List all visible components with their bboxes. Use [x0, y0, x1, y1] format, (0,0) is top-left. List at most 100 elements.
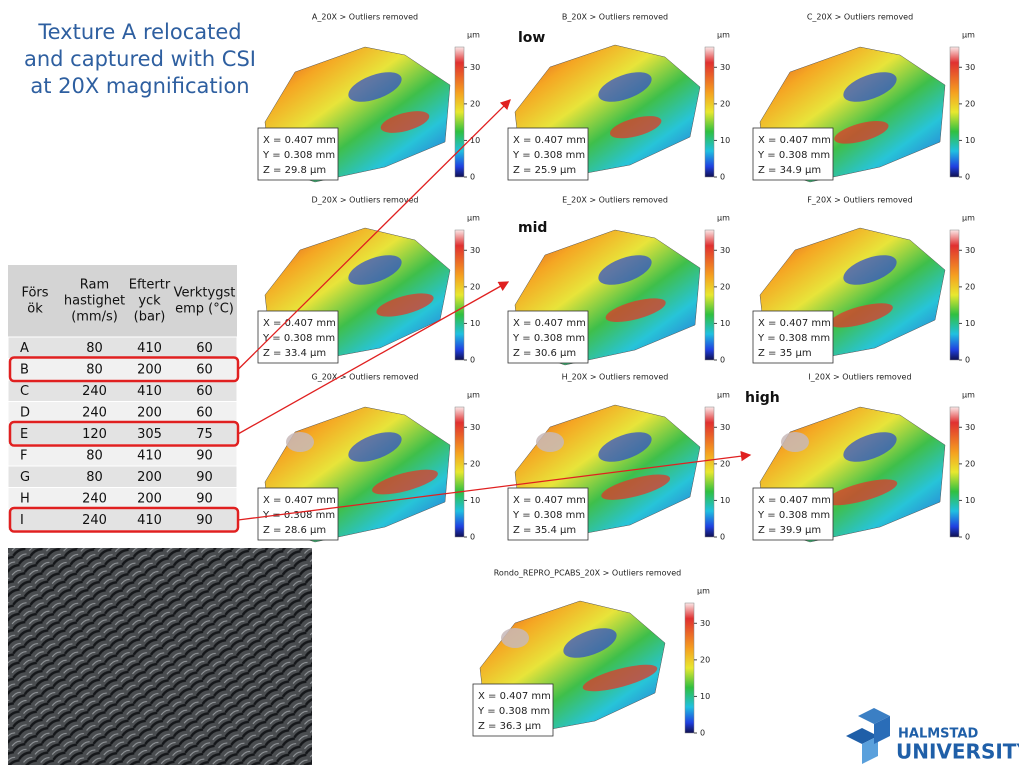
colorbar-unit: µm — [467, 391, 480, 400]
colorbar-tick-label: 30 — [965, 63, 975, 72]
panel-title: D_20X > Outliers removed — [312, 196, 419, 205]
table-header: Ram — [80, 278, 109, 293]
level-label: mid — [518, 220, 547, 236]
logo-text: UNIVERSITY — [896, 740, 1019, 764]
surface-panel: F_20X > Outliers removedµm0102030X = 0.4… — [753, 196, 975, 365]
info-y: Y = 0.308 mm — [757, 333, 830, 344]
table-cell: 80 — [86, 363, 103, 378]
table-cell: 60 — [196, 363, 213, 378]
colorbar-tick-label: 30 — [470, 246, 480, 255]
colorbar — [705, 47, 714, 177]
info-x: X = 0.407 mm — [758, 135, 831, 146]
colorbar-tick-label: 10 — [720, 496, 730, 505]
panel-title: Rondo_REPRO_PCABS_20X > Outliers removed — [494, 569, 682, 578]
panel-title: A_20X > Outliers removed — [312, 13, 418, 22]
colorbar-tick-label: 0 — [720, 533, 725, 542]
info-z: Z = 30.6 µm — [513, 348, 576, 359]
info-x: X = 0.407 mm — [513, 495, 586, 506]
colorbar-tick-label: 20 — [720, 282, 730, 291]
table-header: hastighet — [64, 294, 125, 309]
colorbar-unit: µm — [717, 214, 730, 223]
info-x: X = 0.407 mm — [758, 495, 831, 506]
table-cell: 75 — [196, 427, 213, 442]
colorbar-unit: µm — [962, 31, 975, 40]
table-cell: H — [20, 492, 30, 507]
table-header: yck — [138, 294, 161, 309]
colorbar — [455, 230, 464, 360]
info-z: Z = 36.3 µm — [478, 721, 541, 732]
info-y: Y = 0.308 mm — [512, 510, 585, 521]
colorbar-tick-label: 10 — [470, 319, 480, 328]
level-label: low — [518, 30, 545, 46]
colorbar-tick-label: 10 — [470, 496, 480, 505]
logo-icon — [846, 708, 890, 764]
colorbar-tick-label: 30 — [700, 619, 710, 628]
colorbar-tick-label: 30 — [470, 63, 480, 72]
table-cell: 60 — [196, 384, 213, 399]
level-label: high — [745, 390, 780, 406]
table-header: Eftertr — [129, 278, 171, 293]
colorbar-tick-label: 0 — [470, 356, 475, 365]
colorbar-tick-label: 20 — [965, 99, 975, 108]
table-cell: 60 — [196, 406, 213, 421]
table-header: (bar) — [134, 310, 166, 325]
table-cell: E — [20, 427, 28, 442]
colorbar — [950, 407, 959, 537]
info-y: Y = 0.308 mm — [477, 706, 550, 717]
surface-panel: D_20X > Outliers removedµm0102030X = 0.4… — [258, 196, 480, 365]
colorbar-tick-label: 20 — [720, 99, 730, 108]
colorbar-tick-label: 10 — [965, 136, 975, 145]
surface-panel: H_20X > Outliers removedµm0102030X = 0.4… — [508, 373, 730, 542]
table-cell: 90 — [196, 470, 213, 485]
table-cell: 80 — [86, 449, 103, 464]
colorbar-tick-label: 0 — [700, 729, 705, 738]
info-y: Y = 0.308 mm — [262, 150, 335, 161]
table-header: (mm/s) — [71, 310, 118, 325]
slide-title: Texture A relocated — [37, 20, 241, 44]
panel-title: H_20X > Outliers removed — [562, 373, 669, 382]
colorbar-tick-label: 20 — [470, 459, 480, 468]
colorbar-tick-label: 20 — [470, 282, 480, 291]
table-cell: D — [20, 406, 30, 421]
colorbar-tick-label: 30 — [470, 423, 480, 432]
surface-peak — [501, 628, 529, 648]
colorbar-tick-label: 30 — [720, 246, 730, 255]
info-z: Z = 29.8 µm — [263, 165, 326, 176]
table-cell: 200 — [137, 492, 162, 507]
info-y: Y = 0.308 mm — [512, 150, 585, 161]
table-cell: 410 — [137, 449, 162, 464]
table-cell: F — [20, 449, 27, 464]
colorbar-tick-label: 30 — [720, 63, 730, 72]
surface-panel: Rondo_REPRO_PCABS_20X > Outliers removed… — [473, 569, 710, 738]
colorbar-tick-label: 10 — [965, 319, 975, 328]
colorbar-unit: µm — [717, 391, 730, 400]
table-cell: 90 — [196, 492, 213, 507]
colorbar-tick-label: 0 — [720, 173, 725, 182]
info-z: Z = 33.4 µm — [263, 348, 326, 359]
info-x: X = 0.407 mm — [758, 318, 831, 329]
info-x: X = 0.407 mm — [513, 318, 586, 329]
panel-title: C_20X > Outliers removed — [807, 13, 913, 22]
colorbar-tick-label: 10 — [965, 496, 975, 505]
colorbar-tick-label: 0 — [965, 533, 970, 542]
colorbar — [455, 407, 464, 537]
colorbar-unit: µm — [697, 587, 710, 596]
table-cell: 410 — [137, 384, 162, 399]
colorbar — [705, 407, 714, 537]
table-cell: 200 — [137, 470, 162, 485]
table-cell: 60 — [196, 341, 213, 356]
table-cell: 305 — [137, 427, 162, 442]
colorbar-tick-label: 30 — [965, 423, 975, 432]
colorbar-tick-label: 20 — [720, 459, 730, 468]
info-z: Z = 39.9 µm — [758, 525, 821, 536]
panel-title: I_20X > Outliers removed — [808, 373, 911, 382]
slide-title: and captured with CSI — [24, 47, 256, 71]
colorbar-tick-label: 20 — [470, 99, 480, 108]
table-cell: 240 — [82, 406, 107, 421]
table-header: Förs — [21, 286, 48, 301]
info-x: X = 0.407 mm — [478, 691, 551, 702]
panel-title: E_20X > Outliers removed — [562, 196, 668, 205]
